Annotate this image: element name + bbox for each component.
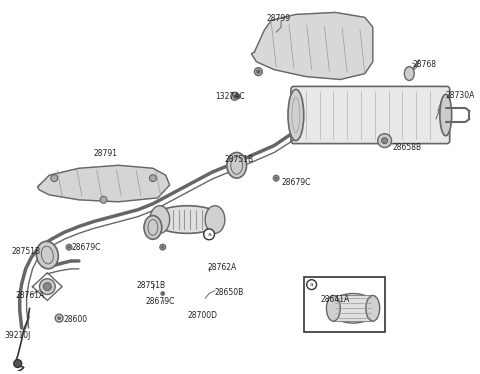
Circle shape [382,138,387,144]
Circle shape [162,246,164,248]
Circle shape [51,175,58,181]
Text: 28761A: 28761A [16,291,45,300]
Circle shape [68,246,70,248]
Text: 28751B: 28751B [136,281,165,290]
Text: 1327AC: 1327AC [215,92,245,101]
Circle shape [378,134,392,148]
Circle shape [14,359,22,368]
Ellipse shape [227,153,247,178]
Circle shape [149,175,156,181]
Text: 28751B: 28751B [225,156,254,165]
Bar [333,295,373,321]
Circle shape [307,280,317,289]
Ellipse shape [144,215,162,239]
Ellipse shape [366,295,380,321]
Circle shape [58,317,60,320]
Polygon shape [252,12,373,80]
Bar [304,277,384,332]
Circle shape [66,244,72,250]
Text: a: a [207,232,211,237]
Text: 28730A: 28730A [446,91,475,100]
Circle shape [273,175,279,181]
Polygon shape [37,165,169,202]
Text: 28762A: 28762A [207,263,236,272]
Ellipse shape [288,89,304,141]
Circle shape [55,314,63,322]
Ellipse shape [440,94,452,136]
Text: 28679C: 28679C [146,297,175,306]
Circle shape [231,92,239,100]
Ellipse shape [205,206,225,233]
Text: 28658B: 28658B [393,142,421,151]
Circle shape [204,229,215,240]
Circle shape [256,70,260,74]
Text: 28641A: 28641A [321,295,350,304]
Text: 28650B: 28650B [215,288,244,297]
Circle shape [254,68,263,76]
Circle shape [39,279,55,294]
Circle shape [160,244,166,250]
Text: 28679C: 28679C [281,178,311,187]
Text: 28679C: 28679C [71,243,100,252]
Text: 28768: 28768 [412,60,436,69]
Circle shape [43,283,51,291]
Text: 28751B: 28751B [12,247,41,256]
Text: 28600: 28600 [63,315,87,324]
Circle shape [233,95,236,98]
Ellipse shape [326,295,340,321]
Text: a: a [310,282,313,287]
Text: 28791: 28791 [94,148,118,157]
Ellipse shape [329,294,377,323]
Ellipse shape [152,206,223,233]
Text: 28700D: 28700D [187,311,217,320]
Circle shape [161,292,165,295]
Circle shape [235,94,240,99]
FancyBboxPatch shape [291,86,450,144]
Circle shape [275,177,277,179]
Circle shape [100,196,107,203]
Ellipse shape [404,67,414,80]
Ellipse shape [36,241,58,269]
Text: 39210J: 39210J [4,331,30,340]
Ellipse shape [150,206,169,233]
Text: 28799: 28799 [266,15,290,24]
